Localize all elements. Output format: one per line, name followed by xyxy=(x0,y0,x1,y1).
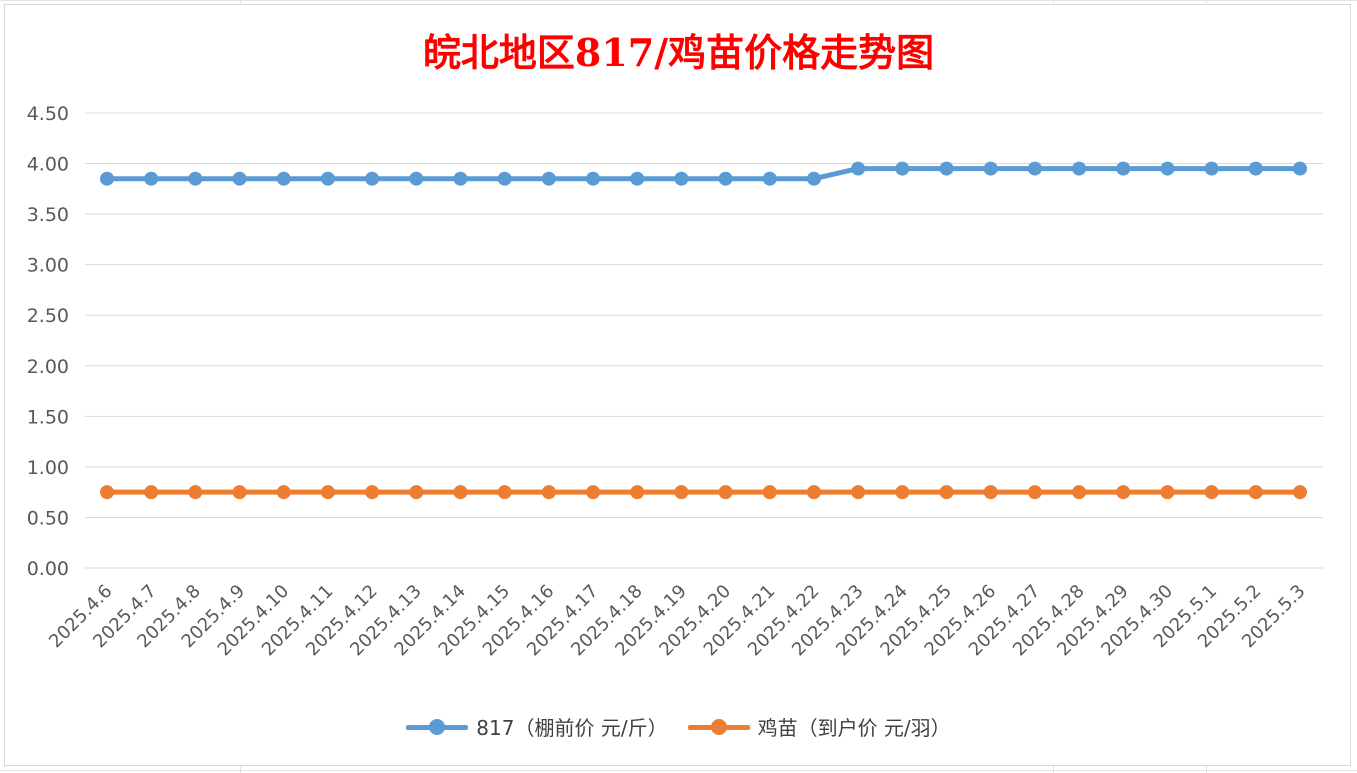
data-point[interactable] xyxy=(276,171,291,186)
data-point[interactable] xyxy=(1204,485,1219,500)
legend-label-817: 817（棚前价 元/斤） xyxy=(476,716,668,740)
legend-label-chick: 鸡苗（到户价 元/羽） xyxy=(757,716,951,740)
data-point[interactable] xyxy=(630,485,645,500)
data-point[interactable] xyxy=(1027,485,1042,500)
data-point[interactable] xyxy=(409,485,424,500)
y-tick-label: 1.50 xyxy=(27,406,69,428)
data-point[interactable] xyxy=(276,485,291,500)
data-point[interactable] xyxy=(188,485,203,500)
data-point[interactable] xyxy=(674,485,689,500)
data-point[interactable] xyxy=(365,171,380,186)
data-point[interactable] xyxy=(1116,485,1131,500)
data-point[interactable] xyxy=(851,161,866,176)
data-point[interactable] xyxy=(497,485,512,500)
data-point[interactable] xyxy=(1072,161,1087,176)
y-tick-label: 3.50 xyxy=(27,204,69,226)
data-point[interactable] xyxy=(1248,161,1263,176)
legend-item-chick[interactable]: 鸡苗（到户价 元/羽） xyxy=(687,712,951,741)
data-point[interactable] xyxy=(1204,161,1219,176)
data-point[interactable] xyxy=(586,485,601,500)
chart-title: 皖北地区817/鸡苗价格走势图 xyxy=(422,30,935,75)
legend-swatch-817 xyxy=(406,717,469,737)
data-point[interactable] xyxy=(100,485,114,500)
data-point[interactable] xyxy=(762,171,777,186)
chart-area[interactable] xyxy=(4,4,1351,766)
data-point[interactable] xyxy=(409,171,424,186)
series-chick xyxy=(100,485,1307,500)
data-point[interactable] xyxy=(144,485,159,500)
y-axis-tick-labels: 0.00 0.50 1.00 1.50 2.00 2.50 3.00 3.50 4.00 4.50 xyxy=(27,103,69,580)
data-point[interactable] xyxy=(762,485,777,500)
data-point[interactable] xyxy=(144,171,159,186)
y-tick-label: 4.50 xyxy=(27,103,69,125)
data-point[interactable] xyxy=(806,171,821,186)
data-point[interactable] xyxy=(453,485,468,500)
data-point[interactable] xyxy=(983,485,998,500)
legend-item-817[interactable]: 817（棚前价 元/斤） xyxy=(406,712,668,741)
x-axis-tick-labels: 2025.4.62025.4.72025.4.82025.4.92025.4.1… xyxy=(45,581,1310,661)
series-lines xyxy=(100,161,1307,500)
data-point[interactable] xyxy=(541,171,556,186)
data-point[interactable] xyxy=(1293,485,1307,500)
data-point[interactable] xyxy=(232,171,247,186)
data-point[interactable] xyxy=(895,161,910,176)
y-tick-label: 0.00 xyxy=(27,558,69,580)
data-point[interactable] xyxy=(320,485,335,500)
gridlines xyxy=(85,112,1323,569)
y-tick-label: 1.00 xyxy=(27,457,69,479)
data-point[interactable] xyxy=(586,171,601,186)
data-point[interactable] xyxy=(453,171,468,186)
data-point[interactable] xyxy=(1027,161,1042,176)
series-line[interactable] xyxy=(104,166,1303,182)
data-point[interactable] xyxy=(497,171,512,186)
y-tick-label: 3.00 xyxy=(27,255,69,277)
data-point[interactable] xyxy=(1160,161,1175,176)
data-point[interactable] xyxy=(1160,485,1175,500)
y-tick-label: 0.50 xyxy=(27,507,69,529)
data-point[interactable] xyxy=(1248,485,1263,500)
data-point[interactable] xyxy=(630,171,645,186)
data-point[interactable] xyxy=(806,485,821,500)
data-point[interactable] xyxy=(674,171,689,186)
data-point[interactable] xyxy=(939,485,954,500)
data-point[interactable] xyxy=(232,485,247,500)
legend-marker-817 xyxy=(429,718,446,735)
legend: 817（棚前价 元/斤） 鸡苗（到户价 元/羽） xyxy=(0,712,1357,741)
series-817 xyxy=(100,161,1307,186)
data-point[interactable] xyxy=(188,171,203,186)
y-tick-label: 2.50 xyxy=(27,305,69,327)
data-point[interactable] xyxy=(895,485,910,500)
data-point[interactable] xyxy=(320,171,335,186)
data-point[interactable] xyxy=(541,485,556,500)
legend-swatch-chick xyxy=(687,717,750,737)
data-point[interactable] xyxy=(939,161,954,176)
y-tick-label: 2.00 xyxy=(27,356,69,378)
data-point[interactable] xyxy=(365,485,380,500)
data-point[interactable] xyxy=(100,171,114,186)
data-point[interactable] xyxy=(983,161,998,176)
data-point[interactable] xyxy=(1116,161,1131,176)
data-point[interactable] xyxy=(1072,485,1087,500)
y-tick-label: 4.00 xyxy=(27,154,69,176)
data-point[interactable] xyxy=(718,485,733,500)
legend-marker-chick xyxy=(710,718,727,735)
data-point[interactable] xyxy=(1293,161,1307,176)
data-point[interactable] xyxy=(718,171,733,186)
data-point[interactable] xyxy=(851,485,866,500)
